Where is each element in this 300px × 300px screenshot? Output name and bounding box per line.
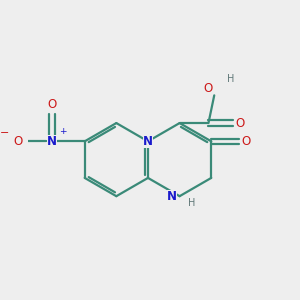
Text: O: O (203, 82, 212, 94)
Text: N: N (143, 135, 153, 148)
Text: O: O (241, 135, 250, 148)
Text: N: N (167, 190, 177, 203)
Text: O: O (14, 135, 23, 148)
Text: +: + (59, 127, 67, 136)
Text: H: H (188, 198, 195, 208)
Text: N: N (47, 135, 57, 148)
Text: −: − (0, 128, 9, 138)
Text: H: H (227, 74, 234, 84)
Text: O: O (236, 117, 245, 130)
Text: O: O (47, 98, 57, 111)
